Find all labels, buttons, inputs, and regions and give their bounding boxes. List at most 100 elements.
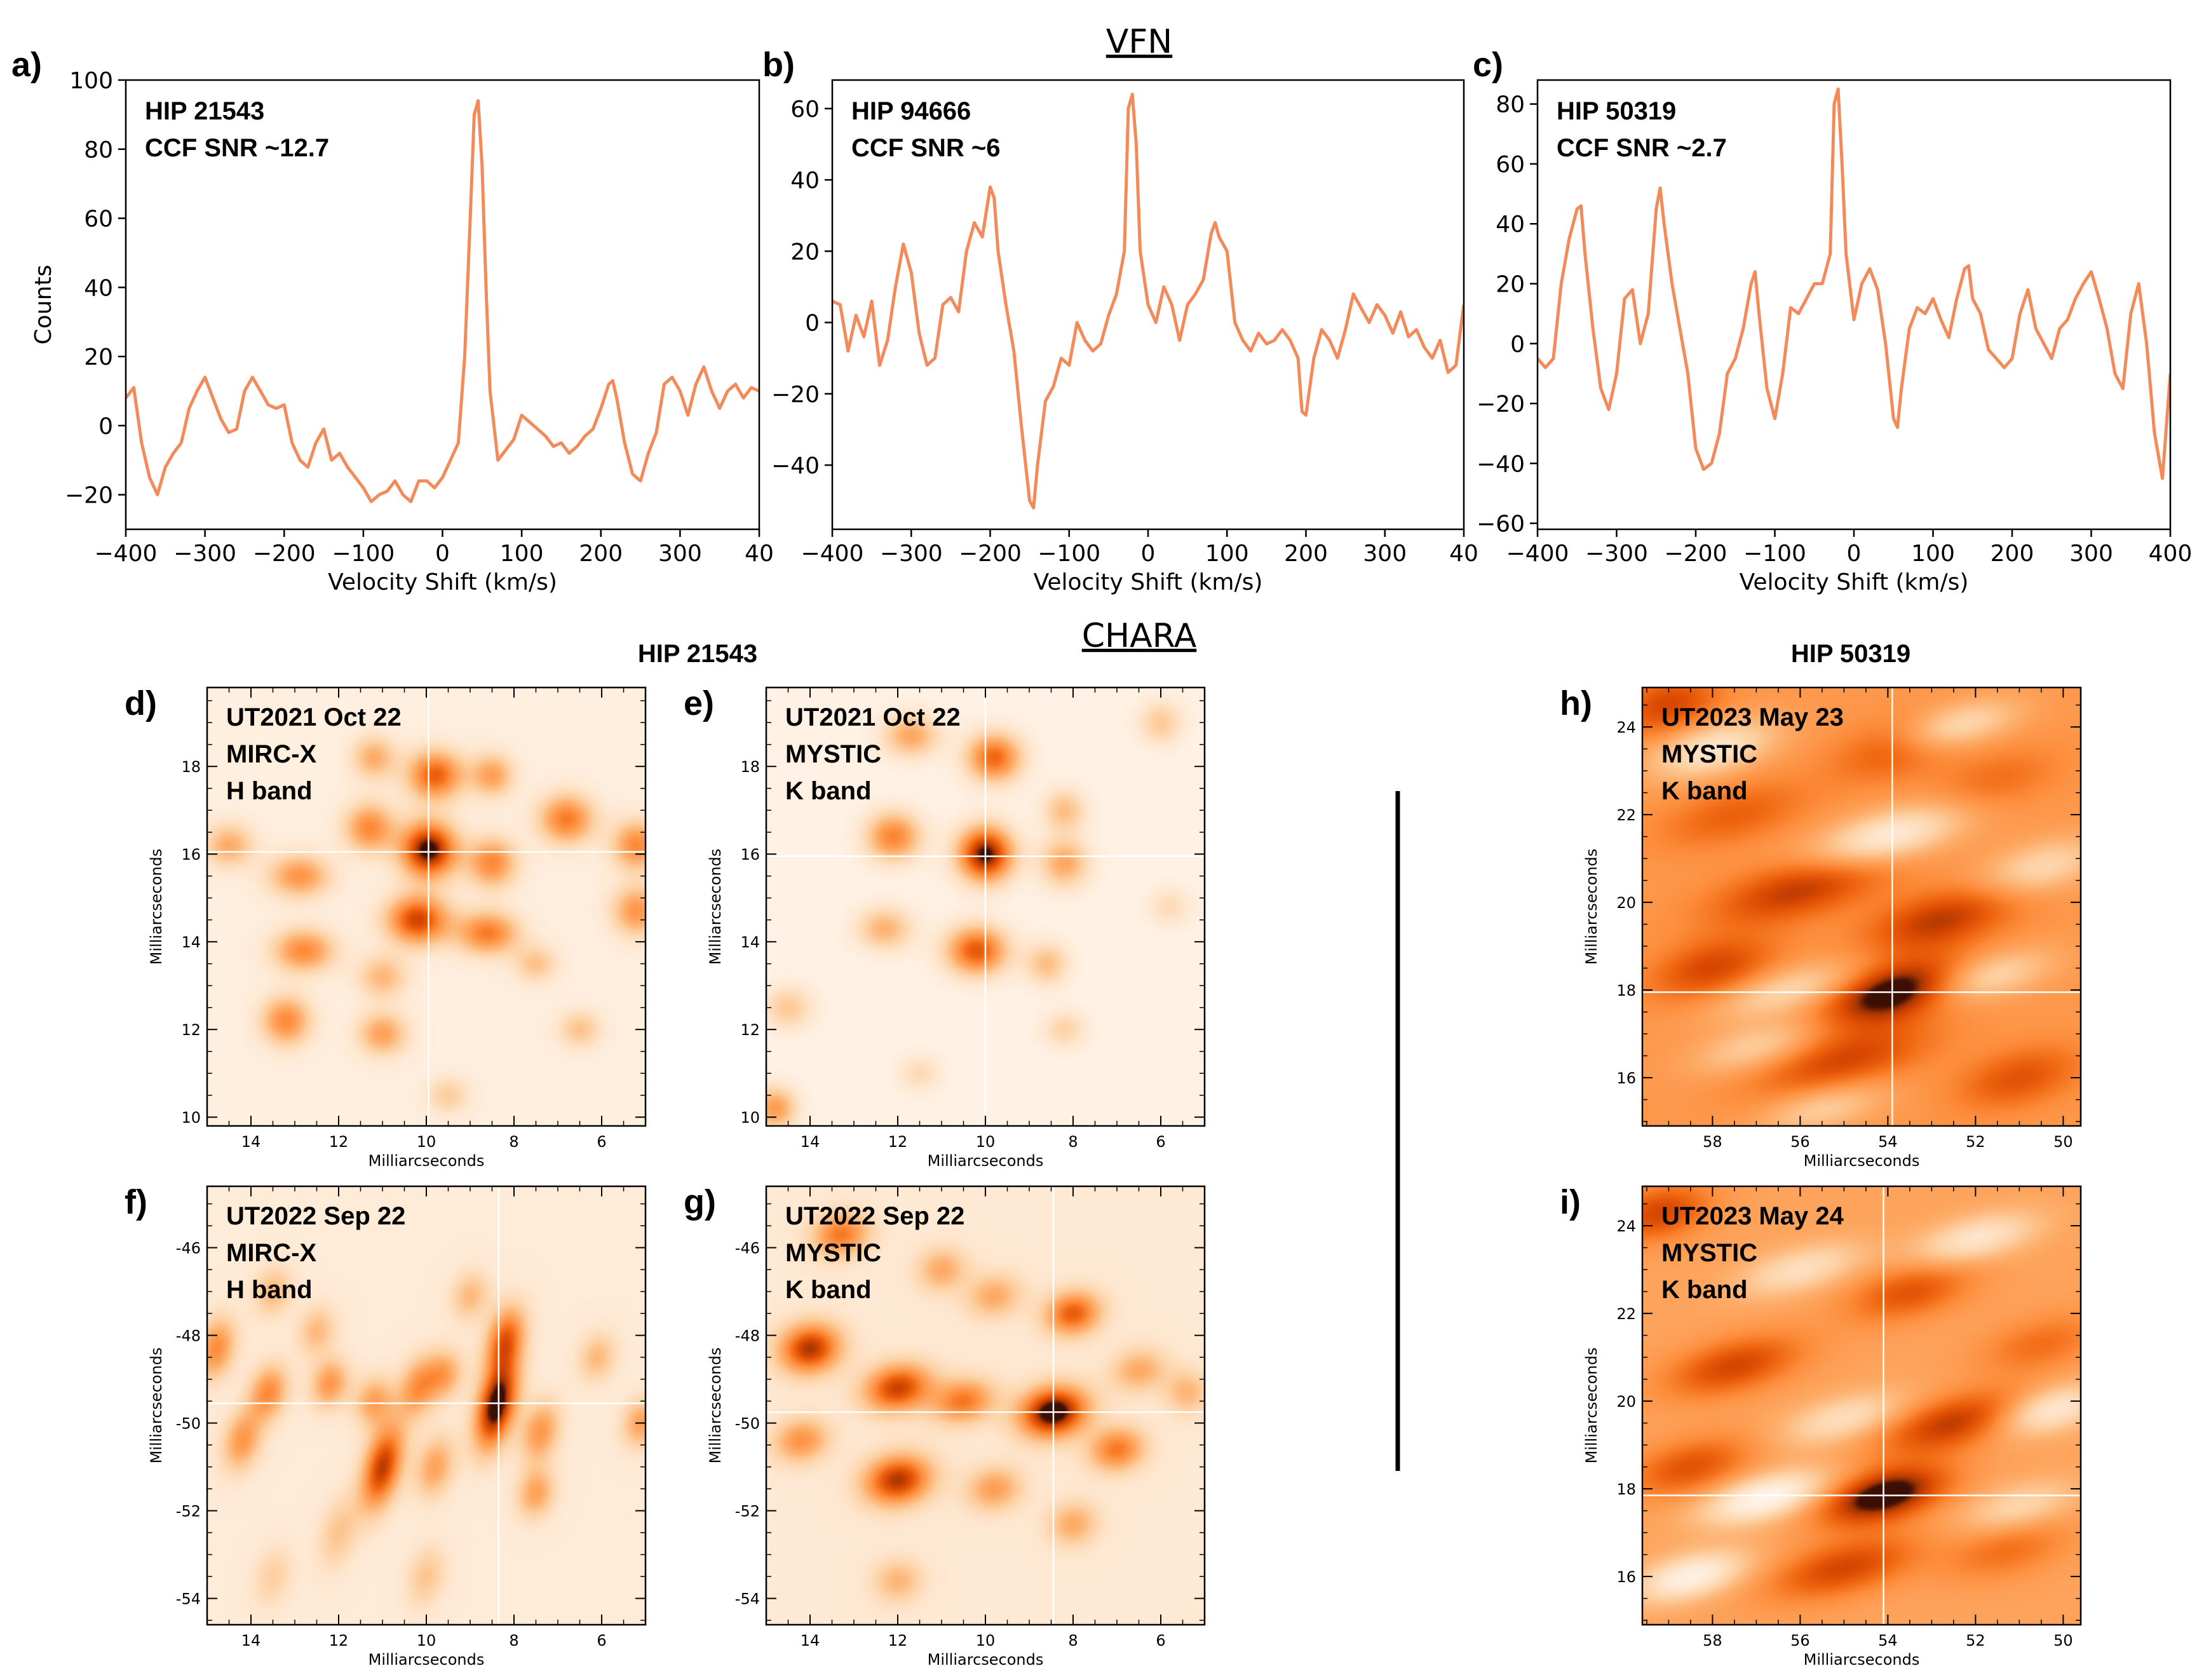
band-label: H band [226, 1276, 313, 1304]
y-tick-label: 24 [1616, 719, 1636, 736]
ccf-panel-b: −400 −300 −200 −100 0 100 200 300 40−40−20020406… [762, 46, 1478, 595]
x-tick-label: 300 [658, 541, 702, 567]
y-tick-label: -54 [176, 1590, 201, 1608]
y-tick-label: 12 [181, 1021, 201, 1039]
x-tick-label: 56 [1790, 1632, 1810, 1650]
section-title-vfn: VFN [1106, 23, 1172, 61]
x-tick-label: −100 [1038, 541, 1100, 567]
y-tick-label: 60 [84, 207, 113, 233]
ccf-series-line [832, 92, 1464, 510]
y-tick-label: 14 [181, 933, 201, 951]
plot-frame [1641, 1185, 2082, 1626]
y-tick-label: 0 [1510, 332, 1525, 358]
section-title-chara: CHARA [1082, 617, 1197, 655]
y-tick-label: -46 [735, 1240, 760, 1257]
x-tick-label: 52 [1966, 1133, 1985, 1151]
panel-label: f) [125, 1183, 147, 1221]
instrument-label: MIRC-X [226, 1239, 317, 1267]
y-axis-label: Counts [30, 265, 57, 345]
chi2-map-image [207, 1186, 646, 1625]
y-tick-label: 100 [69, 68, 113, 94]
y-tick-label: 20 [1496, 272, 1525, 298]
x-axis-label: Velocity Shift (km/s) [1034, 569, 1263, 595]
map-panel-i: 58 56 54 52 50 16 18 20 22 24 Milliarcseconds Milli… [1560, 1183, 2082, 1669]
y-tick-label: −20 [1477, 391, 1525, 417]
instrument-label: MYSTIC [1661, 740, 1757, 768]
instrument-label: MIRC-X [226, 740, 317, 768]
x-tick-label: 100 [1205, 541, 1249, 567]
x-tick-label: −200 [253, 541, 316, 567]
y-tick-label: 80 [84, 137, 113, 163]
x-tick-label: 10 [417, 1133, 436, 1151]
y-axis-label: Milliarcseconds [1583, 1348, 1600, 1464]
instrument-label: MYSTIC [1661, 1239, 1757, 1267]
y-tick-label: 20 [1616, 1393, 1636, 1411]
x-tick-label: −300 [880, 541, 943, 567]
x-tick-label: 8 [1068, 1632, 1078, 1650]
y-tick-label: −60 [1477, 511, 1525, 538]
y-tick-label: 18 [181, 758, 201, 776]
ccf-series-line [1538, 87, 2170, 480]
x-tick-label: 14 [801, 1632, 820, 1650]
x-axis-label: Milliarcseconds [1804, 1651, 1920, 1669]
y-tick-label: −20 [771, 382, 820, 408]
epoch-label: UT2022 Sep 22 [785, 1202, 964, 1230]
y-tick-label: -46 [176, 1240, 201, 1257]
y-tick-label: -48 [176, 1327, 201, 1345]
x-tick-label: 10 [976, 1632, 996, 1650]
y-axis-label: Milliarcseconds [1583, 849, 1600, 965]
y-tick-label: -52 [735, 1503, 760, 1521]
x-axis-label: Milliarcseconds [1804, 1152, 1920, 1170]
y-tick-label: 60 [790, 97, 820, 123]
panel-label: e) [684, 684, 714, 722]
x-tick-label: 14 [801, 1133, 820, 1151]
y-tick-label: 16 [1616, 1069, 1636, 1087]
map-panel-h: 58 56 54 52 50 16 18 20 22 24 Milliarcseconds Milli… [1560, 684, 2082, 1170]
y-tick-label: 40 [84, 275, 113, 301]
panel-label: c) [1473, 46, 1503, 84]
x-tick-label: 52 [1966, 1632, 1985, 1650]
x-tick-label: 58 [1703, 1133, 1722, 1151]
y-tick-label: 40 [790, 168, 820, 194]
x-tick-label: −100 [332, 541, 395, 567]
x-tick-label: −400 [95, 541, 158, 567]
epoch-label: UT2021 Oct 22 [785, 703, 961, 731]
panel-label: i) [1560, 1183, 1581, 1221]
band-label: K band [785, 1276, 872, 1304]
x-tick-label: 6 [597, 1133, 606, 1151]
y-tick-label: 16 [740, 846, 760, 864]
target-name: HIP 50319 [1557, 97, 1676, 125]
y-tick-label: -52 [176, 1503, 201, 1521]
plot-layer: −400 −300 −200 −100 0 100 200 300 40−20020406080… [11, 46, 2192, 1669]
band-label: K band [1661, 777, 1748, 805]
x-axis-label: Velocity Shift (km/s) [328, 569, 557, 595]
y-tick-label: 12 [740, 1021, 760, 1039]
x-tick-label: 200 [579, 541, 623, 567]
y-tick-label: 60 [1496, 152, 1525, 178]
x-tick-label: 58 [1703, 1632, 1722, 1650]
x-tick-label: 0 [1141, 541, 1156, 567]
y-tick-label: 20 [84, 344, 113, 370]
x-tick-label: 14 [241, 1133, 261, 1151]
map-panel-e: 14 12 10 8 6 10 12 14 16 18 Milliarcseconds Milliar… [684, 684, 1206, 1170]
x-tick-label: 54 [1878, 1133, 1898, 1151]
y-tick-label: 16 [181, 846, 201, 864]
y-tick-label: -54 [735, 1590, 760, 1608]
x-axis-label: Milliarcseconds [368, 1651, 485, 1669]
x-tick-label: 0 [435, 541, 450, 567]
y-tick-label: 22 [1616, 806, 1636, 824]
x-tick-label: 50 [2053, 1632, 2073, 1650]
y-tick-label: 24 [1616, 1217, 1636, 1235]
x-tick-label: −200 [1665, 541, 1727, 567]
x-tick-label: 200 [1284, 541, 1328, 567]
x-tick-label: 40 [745, 541, 774, 567]
y-tick-label: -48 [735, 1327, 760, 1345]
epoch-label: UT2023 May 24 [1661, 1202, 1844, 1230]
y-tick-label: −20 [65, 483, 113, 509]
chara-target-hip-21543: HIP 21543 [638, 640, 757, 668]
y-tick-label: −40 [1477, 451, 1525, 477]
panel-label: h) [1560, 684, 1592, 722]
y-tick-label: 20 [1616, 894, 1636, 912]
x-axis-label: Milliarcseconds [928, 1651, 1044, 1669]
